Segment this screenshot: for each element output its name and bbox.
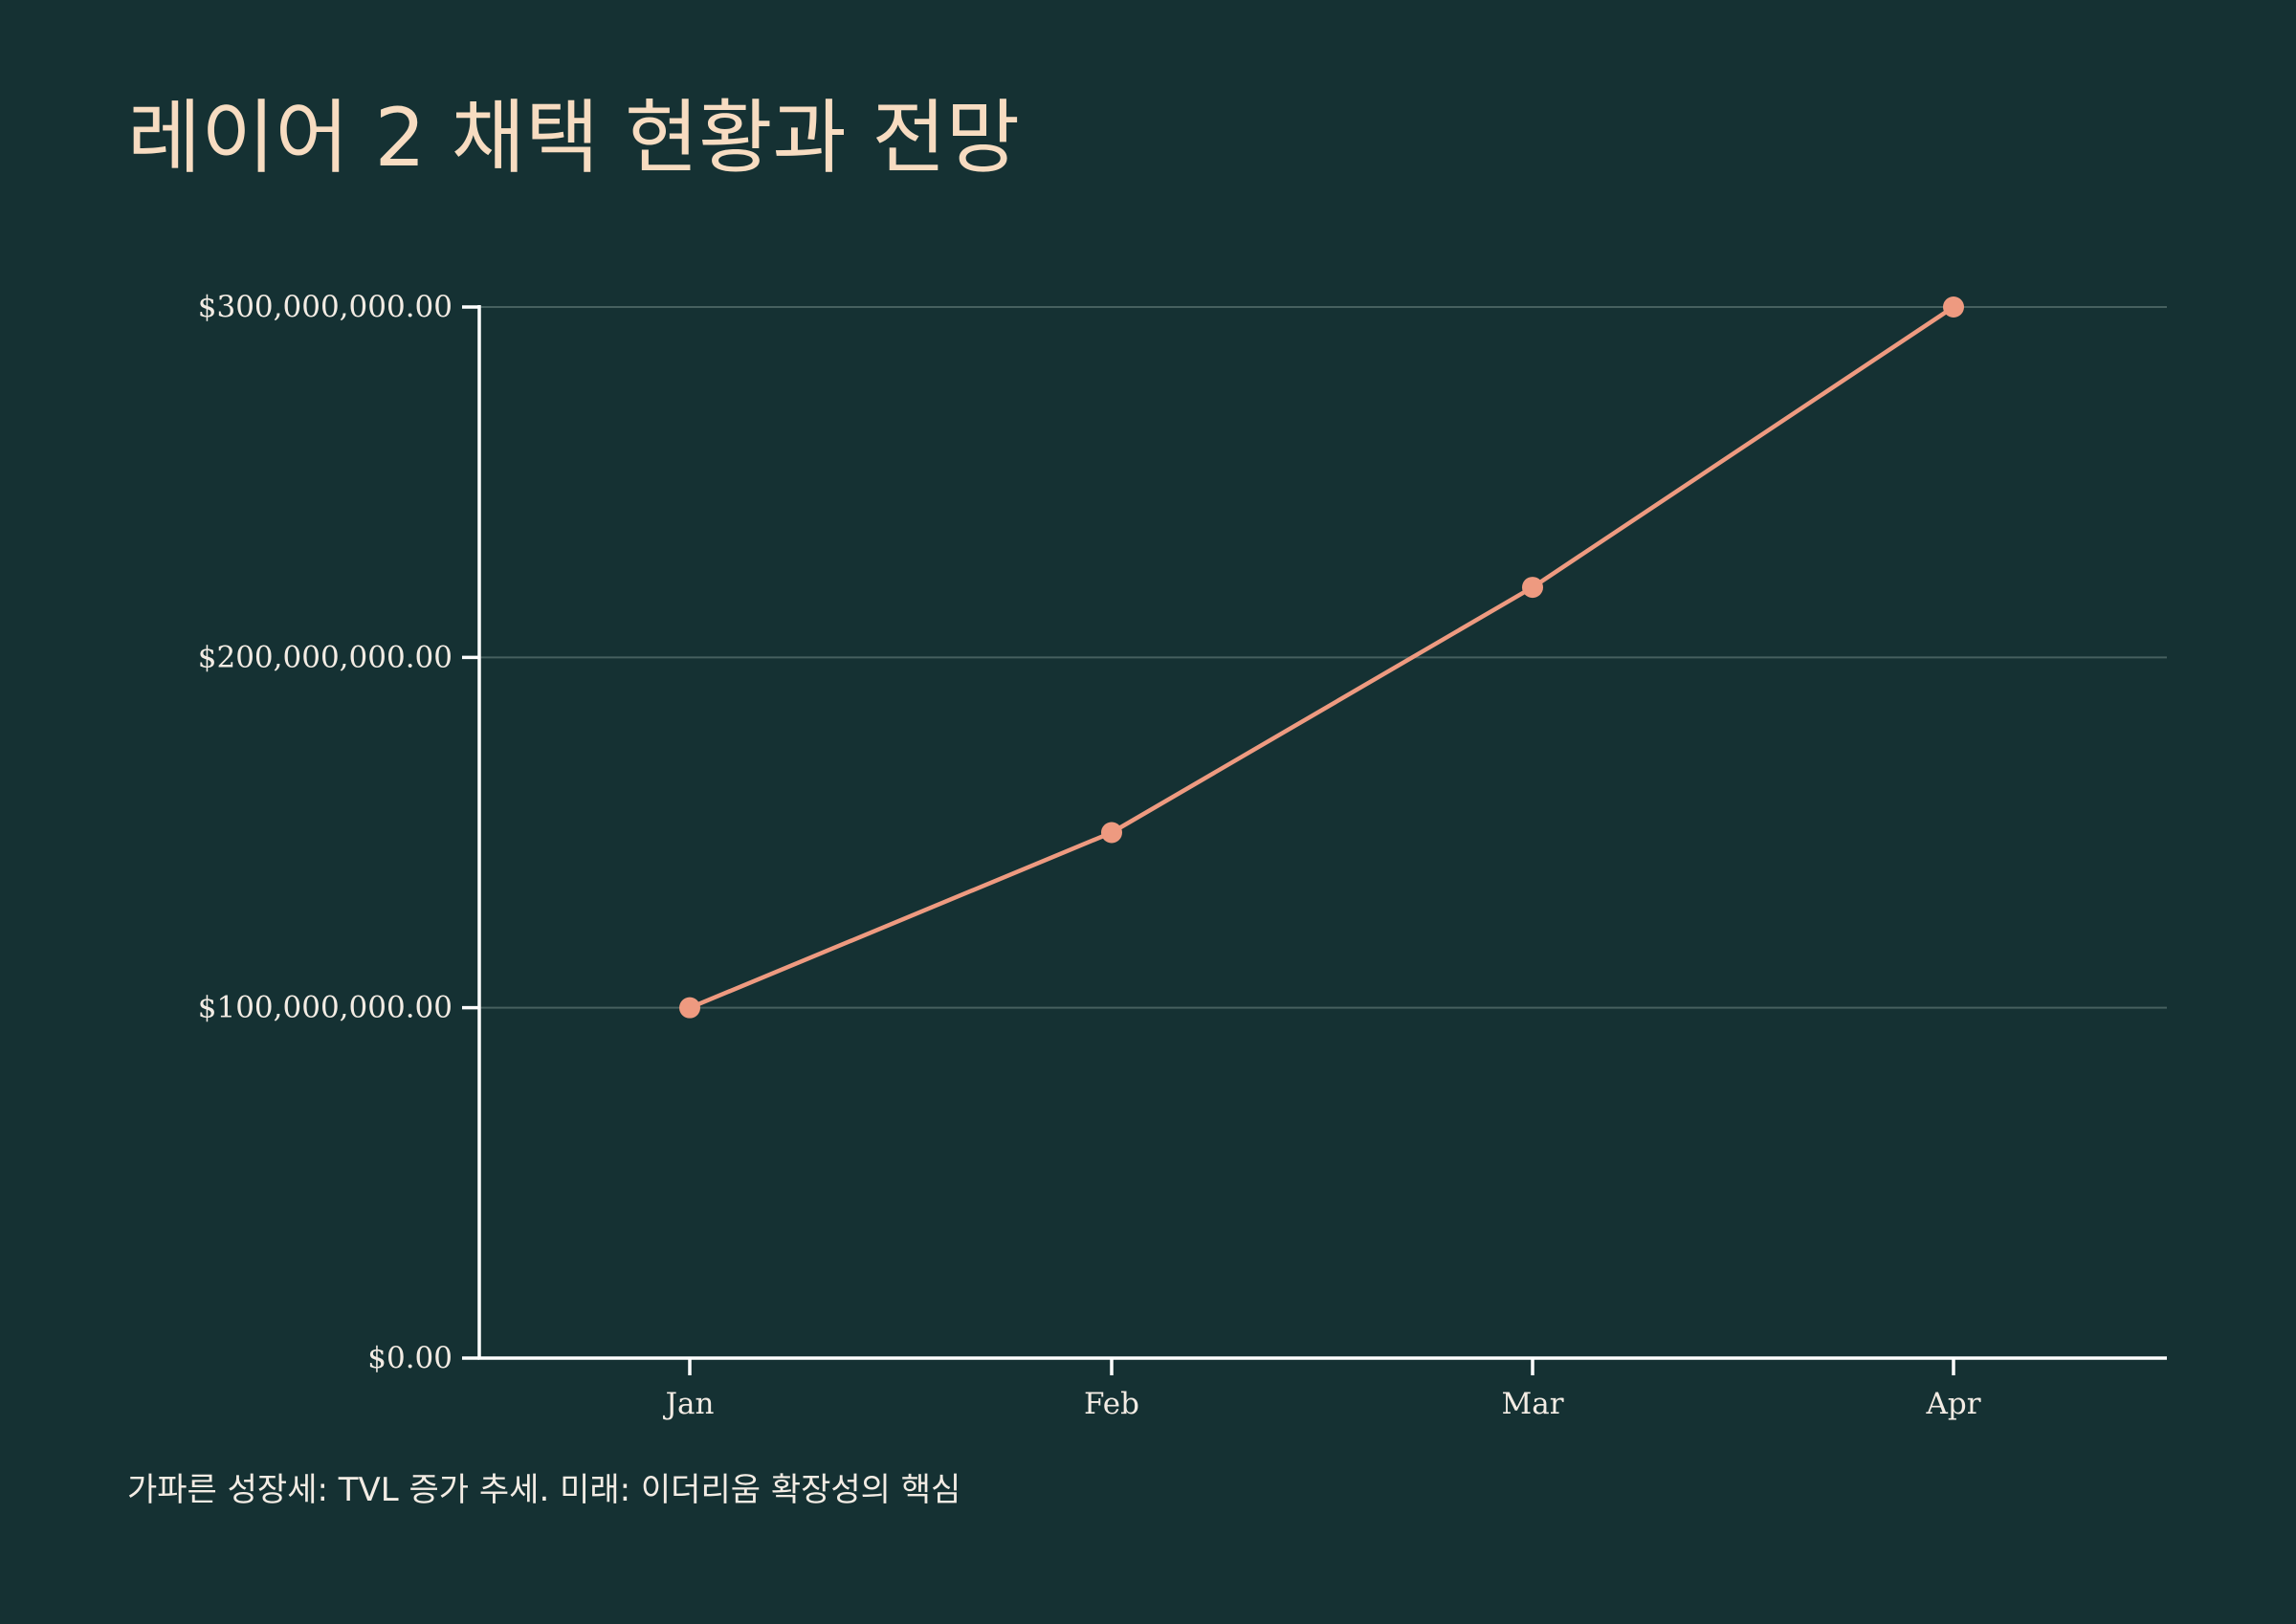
data-point-mar: [1522, 577, 1543, 599]
x-tick-label-apr: Apr: [1925, 1387, 1980, 1421]
data-point-feb: [1101, 822, 1122, 844]
data-point-jan: [679, 997, 700, 1019]
x-tick-label-feb: Feb: [1084, 1387, 1139, 1421]
x-tick-label-jan: Jan: [663, 1387, 715, 1421]
axes: [477, 305, 2167, 1360]
series-layer: [679, 296, 1964, 1019]
page-title: 레이어 2 채택 현황과 전망: [127, 91, 1021, 185]
y-axis-ticks: $0.00 $100,000,000.00 $200,000,000.00 $300,…: [198, 290, 479, 1375]
series-line-0: [687, 304, 1956, 1010]
y-tick-label-1: $100,000,000.00: [198, 991, 453, 1025]
y-tick-label-3: $300,000,000.00: [198, 290, 453, 324]
grid-lines: [479, 306, 2167, 1009]
x-axis-ticks: Jan Feb Mar Apr: [663, 1358, 1981, 1421]
data-point-apr: [1943, 296, 1964, 318]
chart-caption: 가파른 성장세: TVL 증가 추세. 미래: 이더리움 확장성의 핵심: [127, 1471, 961, 1509]
y-tick-label-2: $200,000,000.00: [198, 640, 453, 674]
x-tick-label-mar: Mar: [1501, 1387, 1563, 1421]
y-tick-label-0: $0.00: [367, 1341, 453, 1375]
